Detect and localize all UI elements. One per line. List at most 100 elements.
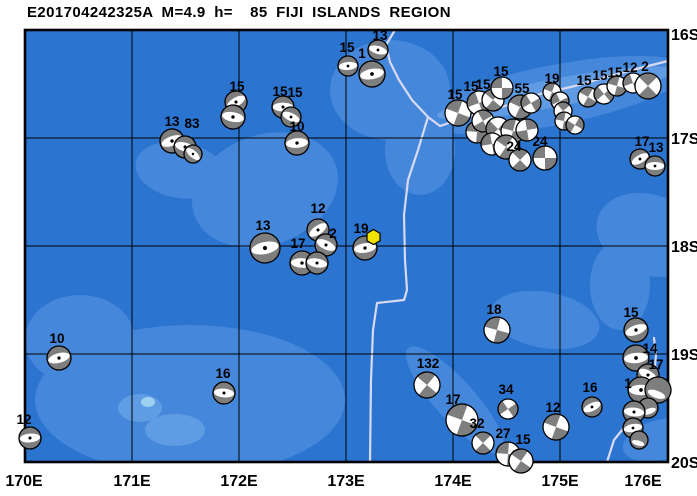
beachball-center-dot — [646, 373, 650, 377]
beachball-center-dot — [57, 356, 61, 360]
beachball-lens — [642, 407, 656, 415]
beachball-outline — [249, 232, 281, 264]
beachball-center-dot — [324, 243, 328, 247]
beachball-label: 15 — [623, 305, 639, 320]
beachball-outline — [497, 398, 519, 420]
beachball-quadrant — [514, 461, 531, 473]
beachball-label: 12 — [310, 201, 325, 216]
bathymetry-patch — [145, 414, 205, 446]
beachball-quadrant — [638, 73, 658, 86]
beachball-quadrant — [418, 385, 437, 398]
beachball-label: 15 — [576, 73, 592, 88]
beachball-label: 13 — [255, 218, 271, 233]
beachball-label: 12 — [622, 60, 637, 75]
beachball-outline — [483, 316, 511, 344]
beachball-outline — [565, 115, 585, 135]
beachball-quadrant — [555, 112, 566, 121]
x-axis-label: 173E — [327, 473, 365, 490]
bathymetry-patch — [192, 132, 338, 248]
beachball-center-dot — [222, 391, 226, 395]
beachball-label: 13 — [164, 114, 180, 129]
x-axis-label: 170E — [5, 473, 43, 490]
beachball-label: 17 — [634, 134, 649, 149]
beachball-quadrant — [521, 94, 531, 108]
event-marker — [366, 228, 381, 246]
beachball-eye — [18, 426, 42, 450]
beachball-eye — [358, 60, 386, 88]
beachball-center-dot — [316, 228, 320, 232]
beachball-outline — [18, 426, 42, 450]
beachball-label: 14 — [642, 341, 658, 356]
beachball-outline — [542, 413, 570, 441]
beachball-outline — [284, 130, 310, 156]
beachball-outline — [577, 86, 599, 108]
beachball-quad — [515, 118, 539, 142]
beachball-label: 16 — [215, 366, 231, 381]
beachball-eye — [305, 251, 329, 275]
beachball-label: 17 — [648, 357, 663, 372]
beachball-label: 12 — [545, 400, 560, 415]
beachball-center-dot — [262, 245, 268, 251]
beachball-label: 13 — [648, 140, 664, 155]
beachball-outline — [581, 396, 603, 418]
beachball-label: 10 — [49, 331, 64, 346]
beachball-outline — [644, 155, 666, 177]
beachball-label: 17 — [445, 392, 460, 407]
beachball-center-dot — [590, 405, 594, 409]
beachball-eye — [46, 345, 72, 371]
beachball-outline — [508, 148, 532, 172]
map-frame — [23, 28, 670, 464]
beachball-outline — [629, 430, 649, 450]
beachball-outline — [532, 145, 558, 171]
beachball-label: 15 — [607, 65, 623, 80]
beachball-label: 13 — [372, 28, 388, 43]
beachball-eye — [220, 104, 246, 130]
beachball-center-dot — [191, 152, 195, 156]
beachball-label: 19 — [353, 221, 368, 236]
beachball-center-dot — [638, 157, 642, 161]
beachball-quadrant — [575, 117, 584, 130]
beachball-eye — [284, 130, 310, 156]
beachball-label: 15 — [592, 68, 608, 83]
beachball-label: 15 — [339, 40, 355, 55]
beachball-outline — [367, 39, 389, 61]
beachball-quad — [483, 316, 511, 344]
beachball-label: 27 — [495, 426, 510, 441]
beachball-label: 17 — [290, 236, 305, 251]
beachball-label: 83 — [184, 116, 200, 131]
beachball-quadrant — [531, 98, 541, 112]
beachball-outline — [280, 106, 302, 128]
beachball-center-dot — [653, 164, 657, 168]
beachball-outline — [352, 235, 378, 261]
bathymetry-patch — [118, 394, 162, 422]
beachball-center-dot — [632, 410, 636, 414]
beachball-quad — [444, 99, 472, 127]
beachball-label: 15 — [493, 64, 509, 79]
beachball-outline — [413, 371, 441, 399]
beachball-center-dot — [231, 115, 235, 119]
beachball-quadrant — [477, 110, 493, 121]
beachball-quadrant — [496, 135, 513, 147]
beachball-center-dot — [295, 141, 299, 145]
beachball-eye — [581, 396, 603, 418]
beachball-eye — [183, 144, 203, 164]
beachball-label: 15 — [272, 84, 288, 99]
beachball-quadrant — [512, 160, 528, 171]
beachball-label: 24 — [506, 139, 522, 154]
beachball-outline — [623, 317, 649, 343]
x-axis-label: 176E — [624, 473, 662, 490]
beachball-quadrant — [525, 119, 538, 130]
beachball-center-dot — [346, 64, 350, 68]
beachball-quad — [413, 371, 441, 399]
beachball-layer — [18, 39, 672, 474]
beachball-outline — [183, 144, 203, 164]
x-axis-label: 175E — [541, 473, 579, 490]
beachball-quadrant — [516, 130, 529, 141]
beachball-label: 1 — [358, 46, 366, 61]
beachball-center-dot — [300, 261, 304, 265]
beachball-outline — [508, 448, 534, 474]
beachball-quadrant — [498, 400, 508, 415]
beachball-label: 2 — [641, 59, 649, 74]
beachball-quad — [565, 115, 585, 135]
